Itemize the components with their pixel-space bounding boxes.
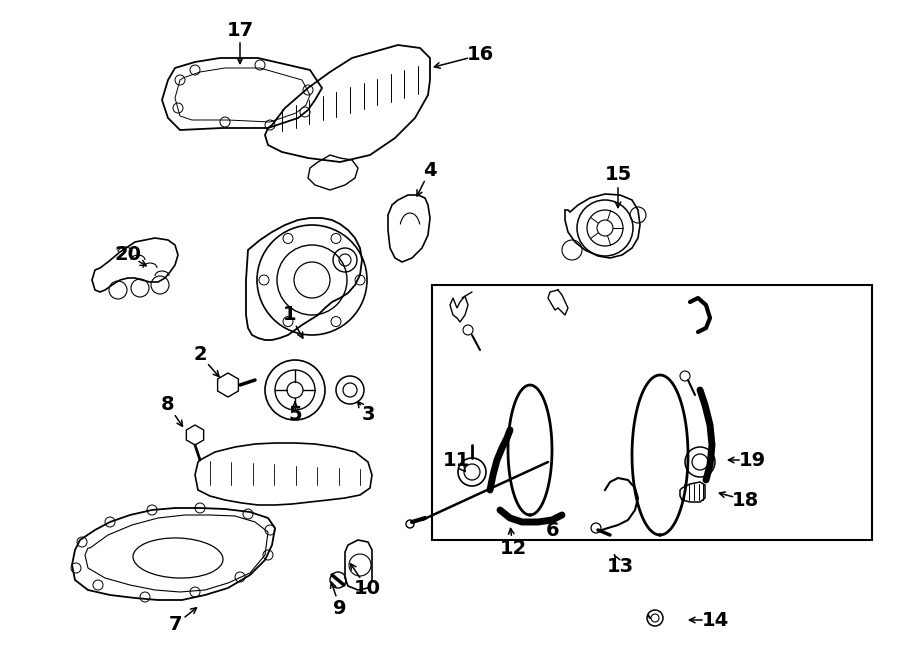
Text: 15: 15: [605, 165, 632, 184]
Text: 8: 8: [161, 395, 175, 414]
Text: 1: 1: [284, 305, 297, 325]
Text: 10: 10: [354, 578, 381, 598]
Text: 4: 4: [423, 161, 436, 180]
Text: 5: 5: [288, 405, 302, 424]
Text: 14: 14: [701, 611, 729, 629]
Text: 6: 6: [546, 520, 560, 539]
Text: 9: 9: [333, 598, 346, 617]
Text: 19: 19: [738, 451, 766, 469]
Text: 11: 11: [443, 451, 470, 469]
Bar: [432, 285, 872, 540]
Text: 13: 13: [607, 557, 634, 576]
Text: 17: 17: [227, 20, 254, 40]
Text: 18: 18: [732, 490, 759, 510]
Text: 12: 12: [500, 539, 526, 557]
Text: 7: 7: [168, 615, 182, 635]
Text: 2: 2: [194, 346, 207, 364]
Text: 3: 3: [361, 405, 374, 424]
Text: 16: 16: [466, 46, 493, 65]
Text: 20: 20: [114, 245, 141, 264]
